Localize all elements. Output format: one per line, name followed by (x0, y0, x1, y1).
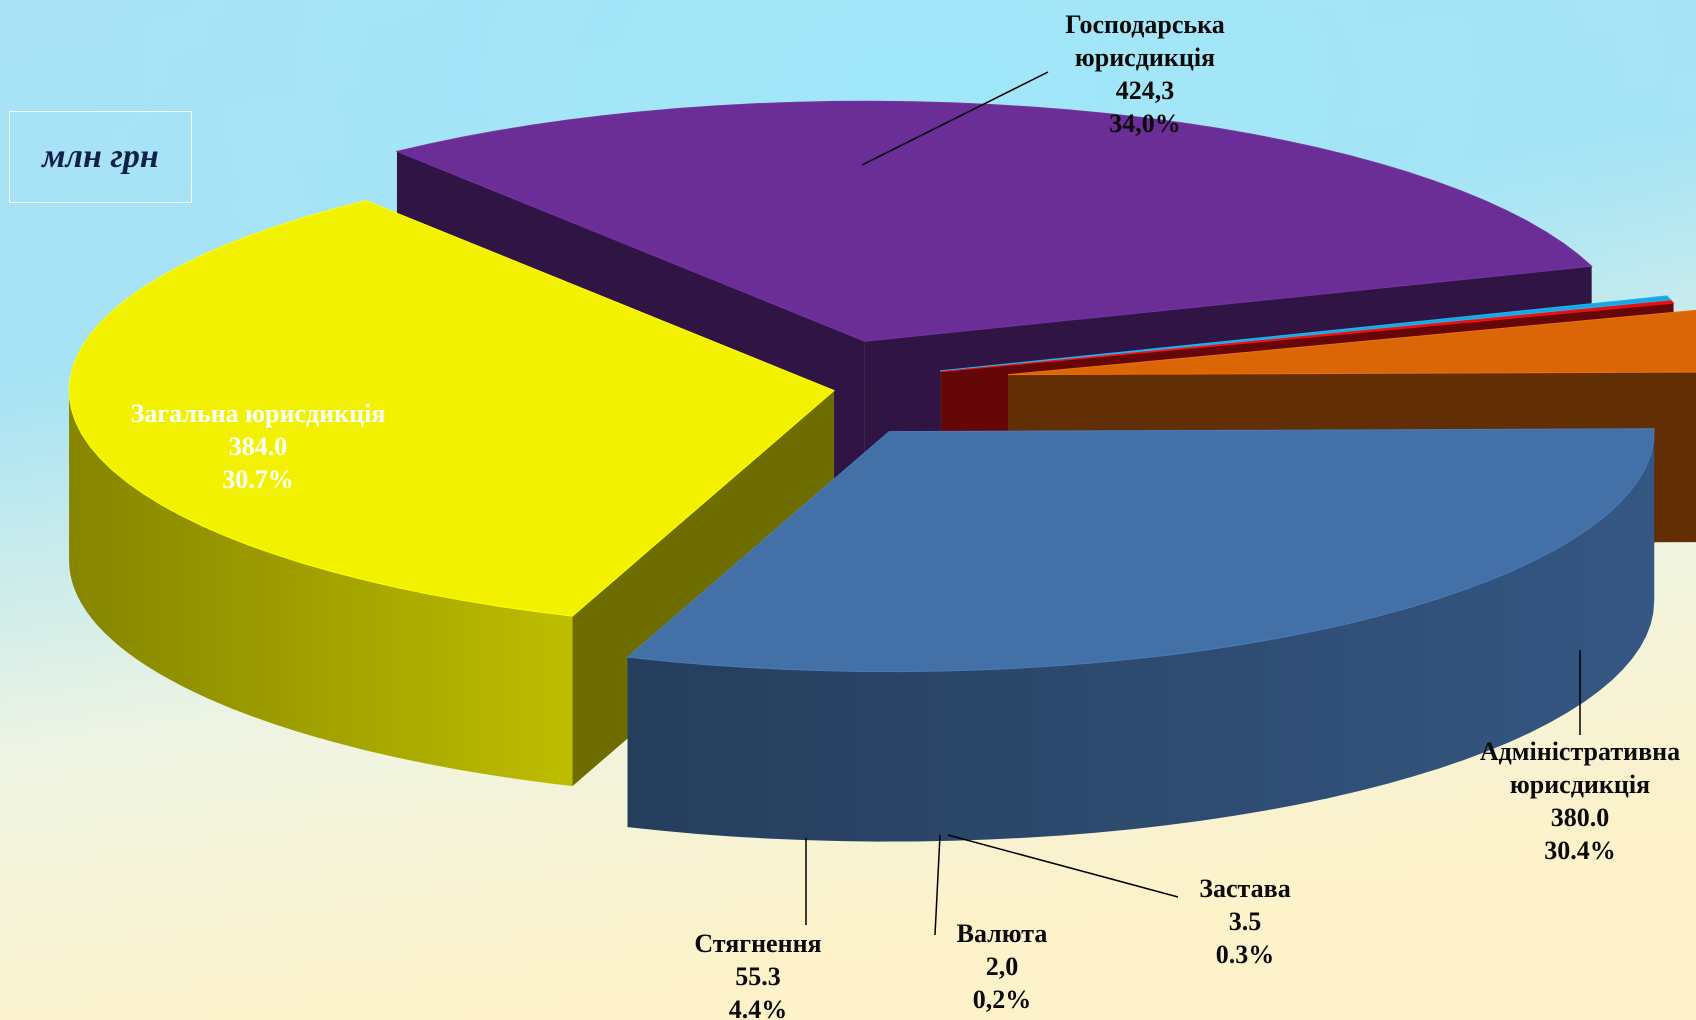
pie-slice (940, 300, 1675, 373)
slice-percent: 34,0% (1109, 109, 1181, 138)
slice-percent: 0.3% (1216, 940, 1275, 969)
pie-slice (626, 428, 1655, 673)
slice-label: юрисдикція (1510, 770, 1650, 799)
unit-box: млн грн (9, 111, 192, 203)
slice-label: Господарська (1065, 10, 1225, 39)
unit-label: млн грн (42, 138, 159, 175)
leader-line (861, 71, 1049, 166)
leader-line (934, 834, 941, 936)
slice-label: Застава (1199, 874, 1290, 903)
slice-label: юрисдикція (1075, 43, 1215, 72)
pie-slice (68, 200, 836, 617)
leader-line (947, 834, 1179, 898)
slice-labels: Господарська юрисдикція 424,3 34,0% Адмініст… (131, 10, 1681, 1020)
slice-percent: 30.7% (222, 465, 294, 494)
slice-outer-wall (69, 390, 573, 787)
slice-value: 3.5 (1229, 907, 1262, 936)
slice-percent: 0,2% (973, 985, 1032, 1014)
slice-tops (68, 100, 1696, 673)
slice-label: Адміністративна (1480, 737, 1680, 766)
slice-label: Стягнення (694, 929, 821, 958)
slice-value: 2,0 (986, 952, 1019, 981)
pie-slice (395, 100, 1593, 342)
slice-walls (69, 390, 1655, 842)
slice-value: 55.3 (735, 962, 781, 991)
slice-value: 380.0 (1551, 803, 1610, 832)
slice-percent: 30.4% (1544, 836, 1616, 865)
slice-label: Валюта (957, 919, 1048, 948)
pie-slice (939, 295, 1672, 372)
slice-value: 384.0 (229, 432, 288, 461)
slice-percent: 4.4% (729, 995, 788, 1020)
slice-value: 424,3 (1116, 76, 1175, 105)
slice-outer-wall (627, 431, 1655, 842)
slice-label: Загальна юрисдикція (131, 399, 386, 428)
pie-slice (1008, 309, 1696, 376)
